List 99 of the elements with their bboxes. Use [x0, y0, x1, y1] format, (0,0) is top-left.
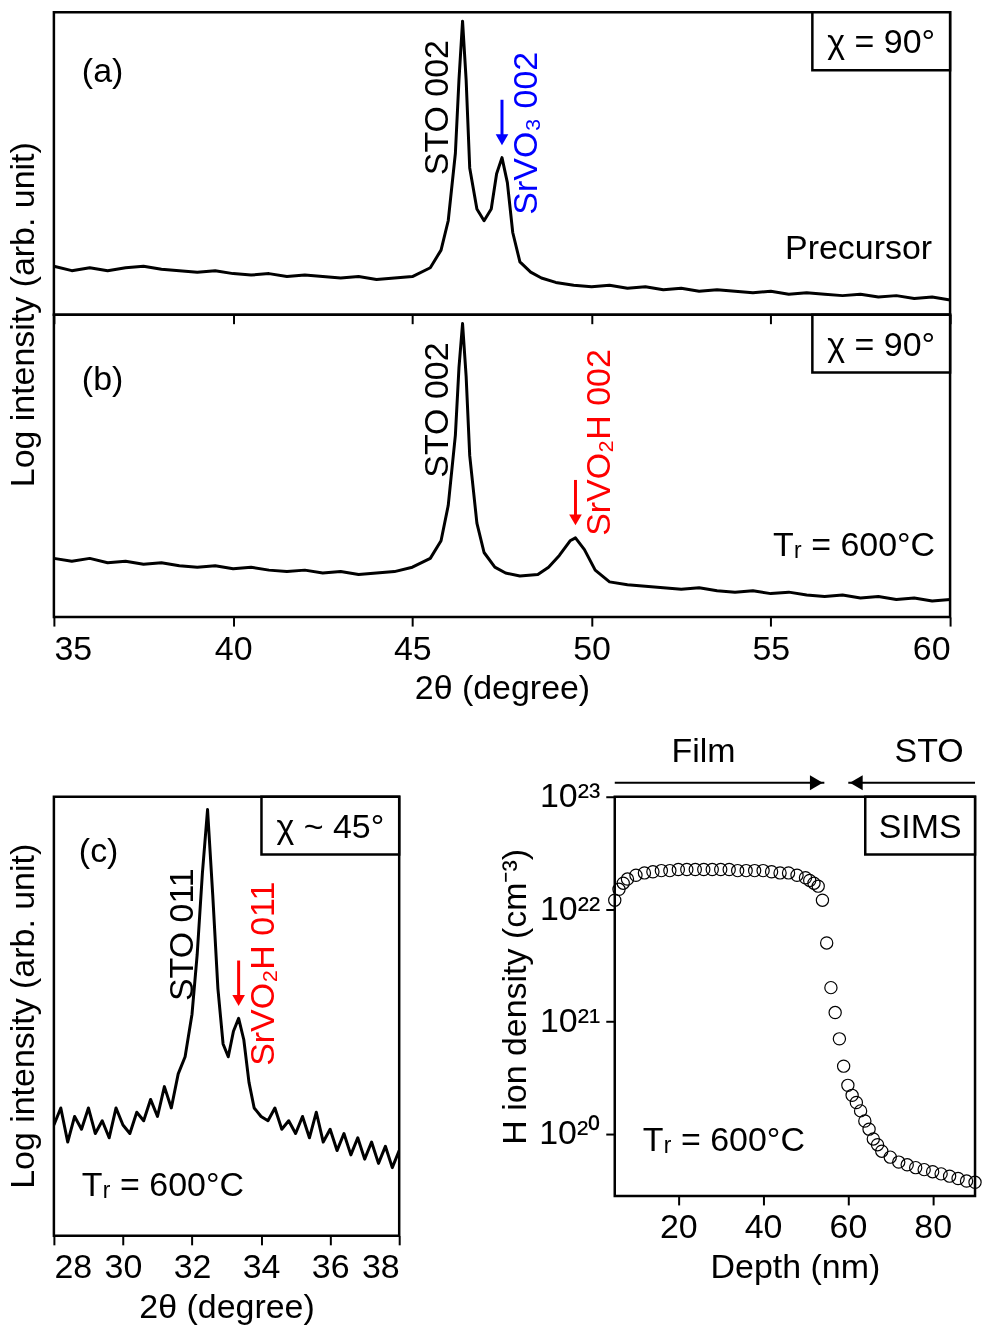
annotation: Tᵣ = 600°C: [642, 1120, 805, 1159]
text: STO: [894, 730, 964, 769]
point: [828, 1005, 842, 1020]
point: [608, 893, 622, 907]
annotation: χ = 90°: [827, 324, 936, 363]
point: [773, 866, 787, 880]
point: [663, 863, 677, 878]
point: [934, 1167, 948, 1181]
point: [764, 865, 779, 879]
x-axis-title: 2θ (degree): [414, 668, 591, 707]
x-tick-label: 38: [361, 1247, 400, 1286]
y-tick-label: 10²¹: [539, 1000, 601, 1039]
y-axis-title: Log intensity (arb. unit): [2, 142, 41, 488]
point: [858, 1114, 872, 1128]
x-tick-label: 34: [242, 1247, 281, 1286]
point: [853, 1104, 868, 1118]
x-tick-label: 20: [659, 1207, 698, 1246]
point: [968, 1175, 982, 1190]
point: [756, 863, 770, 878]
annotation: χ ~ 45°: [276, 806, 385, 845]
point: [612, 882, 626, 897]
point: [841, 1078, 855, 1093]
point: [836, 1059, 851, 1073]
point: [908, 1160, 923, 1175]
point: [688, 862, 702, 877]
point: [875, 1144, 889, 1158]
x-axis-title: 2θ (degree): [139, 1287, 315, 1326]
point: [849, 1095, 864, 1110]
point: [815, 893, 830, 907]
x-tick-label: 50: [573, 628, 611, 667]
point: [671, 862, 686, 877]
point: [832, 1032, 847, 1046]
annotation: STO 011: [161, 868, 200, 1002]
point: [680, 862, 694, 877]
annotation: (c): [78, 830, 119, 869]
point: [900, 1158, 914, 1172]
x-tick-label: 36: [311, 1247, 350, 1286]
point: [629, 868, 643, 882]
x-tick-label: 55: [752, 628, 791, 667]
x-tick-label: 80: [914, 1207, 953, 1246]
annotation: SrVO₂H 002: [579, 349, 618, 536]
point: [917, 1162, 931, 1177]
text: Film: [671, 730, 736, 769]
point: [824, 980, 838, 995]
x-tick-label: 40: [214, 628, 253, 667]
point: [790, 868, 804, 882]
point: [654, 863, 669, 878]
point: [781, 866, 796, 880]
point: [862, 1122, 876, 1136]
annotation: Tᵣ = 600°C: [772, 525, 936, 564]
point: [798, 871, 813, 885]
point: [637, 866, 652, 880]
point: [714, 862, 728, 877]
point: [697, 862, 711, 877]
y-tick-label: 10²³: [539, 776, 601, 815]
point: [803, 873, 817, 888]
y-axis-title: Log intensity (arb. unit): [2, 843, 41, 1189]
annotation: SrVO₂H 011: [242, 881, 281, 1066]
x-tick-label: 35: [54, 628, 93, 667]
annotation: SIMS: [878, 806, 962, 845]
point: [892, 1155, 906, 1169]
point: [730, 863, 745, 878]
x-tick-label: 32: [173, 1247, 212, 1286]
annotation: STO 002: [416, 342, 455, 478]
y-axis-title: H ion density (cm⁻³): [495, 849, 534, 1145]
x-tick-label: 60: [912, 628, 951, 667]
point: [739, 863, 753, 878]
point: [870, 1138, 885, 1152]
x-tick-label: 30: [104, 1247, 143, 1286]
point: [646, 865, 660, 879]
annotation: (a): [81, 51, 124, 90]
x-axis-title: Depth (nm): [710, 1247, 881, 1286]
point: [951, 1171, 965, 1186]
annotation: STO 002: [416, 40, 455, 176]
point: [705, 862, 719, 877]
point: [620, 872, 635, 886]
x-tick-label: 40: [744, 1207, 783, 1246]
point: [807, 876, 821, 890]
annotation: χ = 90°: [827, 22, 936, 61]
point: [819, 936, 834, 950]
annotation: SrVO₃ 002: [505, 51, 544, 215]
point: [845, 1088, 859, 1103]
x-tick-label: 28: [54, 1247, 93, 1286]
x-tick-label: 45: [394, 628, 432, 667]
point: [959, 1174, 974, 1188]
y-tick-label: 10²⁰: [539, 1113, 601, 1152]
annotation: Tᵣ = 600°C: [81, 1164, 245, 1203]
point: [925, 1165, 940, 1179]
point: [616, 876, 630, 890]
point: [811, 879, 825, 893]
point: [747, 863, 762, 878]
x-tick-label: 60: [829, 1207, 868, 1246]
point: [866, 1132, 881, 1146]
point: [883, 1150, 897, 1164]
annotation: (b): [81, 358, 124, 397]
point: [722, 862, 736, 877]
annotation: Precursor: [785, 227, 933, 266]
point: [942, 1169, 957, 1183]
y-tick-label: 10²²: [539, 888, 601, 927]
